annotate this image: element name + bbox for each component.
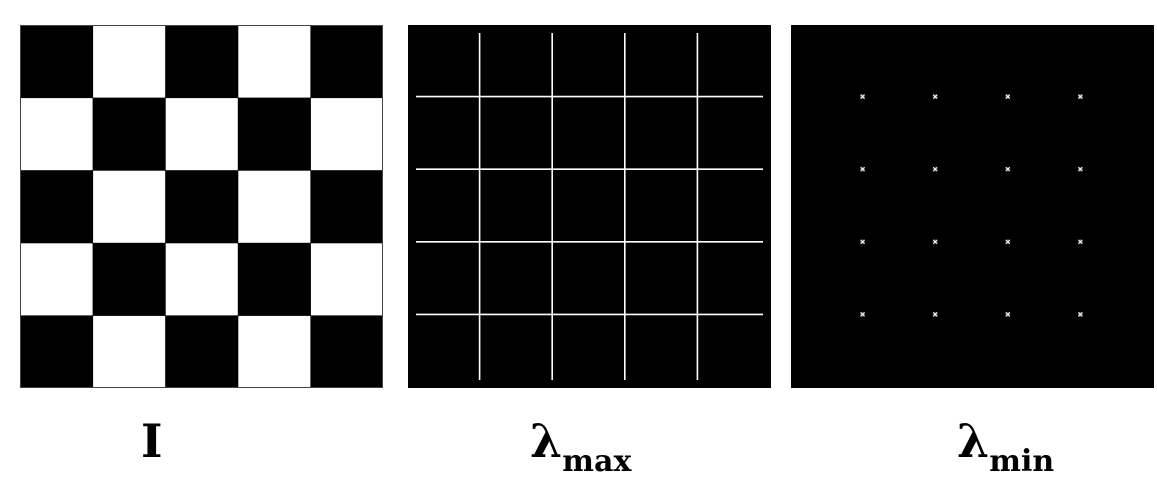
checker-square	[165, 170, 239, 244]
lambda-max-background	[408, 25, 771, 388]
lambda-min-corner-response-image	[791, 25, 1154, 388]
lambda-max-edge-response-image	[408, 25, 771, 388]
checker-square	[237, 242, 311, 316]
corner-point	[932, 239, 938, 245]
lambda-min-panel	[791, 25, 1154, 388]
corner-point	[1005, 239, 1011, 245]
lambda-max-panel	[408, 25, 771, 388]
corner-point	[860, 166, 866, 172]
corner-point	[860, 94, 866, 100]
corner-point	[932, 94, 938, 100]
caption-lambda-max-symbol: λ	[530, 414, 563, 468]
corner-point	[932, 311, 938, 317]
checker-square	[20, 170, 94, 244]
corner-point	[932, 166, 938, 172]
checkerboard-image	[20, 25, 383, 388]
corner-point	[1077, 311, 1083, 317]
input-image-panel	[20, 25, 383, 388]
checker-square	[310, 170, 383, 244]
caption-lambda-min-subscript: min	[989, 444, 1055, 479]
checker-square	[20, 315, 94, 388]
checker-square	[92, 242, 166, 316]
corner-point	[1005, 94, 1011, 100]
corner-point	[1005, 311, 1011, 317]
checker-square	[310, 315, 383, 388]
caption-lambda-max: λmax	[530, 418, 631, 479]
caption-input-symbol: I	[141, 414, 163, 468]
caption-input-image: I	[141, 418, 163, 465]
corner-point	[1077, 166, 1083, 172]
corner-point	[1005, 166, 1011, 172]
checker-frame	[20, 25, 383, 388]
checker-square	[165, 25, 239, 99]
corner-point	[1077, 239, 1083, 245]
corner-point	[860, 311, 866, 317]
caption-lambda-min-symbol: λ	[957, 414, 990, 468]
checker-square	[165, 315, 239, 388]
caption-lambda-min: λmin	[957, 418, 1054, 479]
checker-square	[20, 25, 94, 99]
corner-point	[860, 239, 866, 245]
checker-square	[237, 97, 311, 171]
corner-point	[1077, 94, 1083, 100]
lambda-min-background	[791, 25, 1154, 388]
checker-square	[310, 25, 383, 99]
caption-lambda-max-subscript: max	[562, 444, 632, 479]
checker-square	[92, 97, 166, 171]
